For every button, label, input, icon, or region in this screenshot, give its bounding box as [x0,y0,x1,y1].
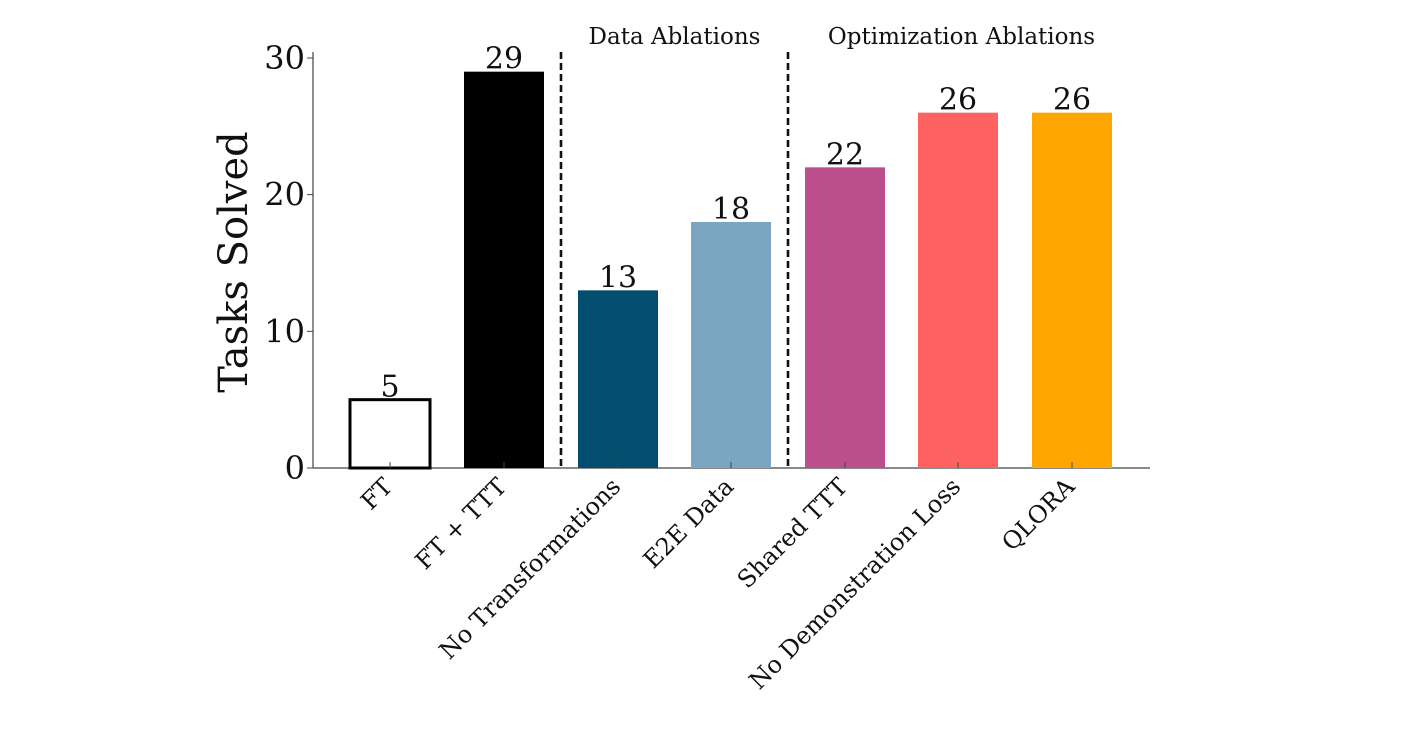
data-label: 29 [485,42,523,77]
data-label: 22 [826,137,864,172]
x-tick-label: QLORA [996,472,1080,556]
bar-qlora [1032,112,1112,469]
x-tick-label: No Demonstration Loss [744,472,967,695]
bar-shared-ttt [805,167,885,469]
data-label: 26 [1053,83,1091,118]
bar-no-demonstration-loss [918,112,998,469]
data-label: 5 [380,370,399,405]
y-tick-label: 10 [264,312,305,350]
data-label: 26 [939,83,977,118]
bar-ft [348,398,432,470]
data-label: 13 [599,260,637,295]
y-tick-label: 30 [264,39,305,77]
x-tick-label: E2E Data [638,472,739,573]
axes: Tasks Solved [211,52,1150,469]
bar-e2e-data [691,222,771,468]
y-tick-label: 0 [285,449,305,487]
x-tick-label: FT + TTT [410,472,512,574]
data-labels: 5 29 13 18 22 26 26 [380,42,1091,405]
group-annotation: Optimization Ablations [828,24,1095,50]
y-ticks: 0 10 20 30 [264,39,313,487]
bars [348,71,1112,470]
y-tick-label: 20 [264,176,305,214]
bar-ft-ttt [464,71,544,469]
group-annotation: Data Ablations [589,24,761,50]
x-tick-label: Shared TTT [732,472,853,593]
group-annotations: Data Ablations Optimization Ablations [589,24,1096,50]
group-separators [559,52,790,468]
bar-no-transformations [578,290,658,468]
data-label: 18 [712,192,750,227]
x-tick-label: FT [355,472,398,515]
y-axis-label: Tasks Solved [211,131,257,393]
